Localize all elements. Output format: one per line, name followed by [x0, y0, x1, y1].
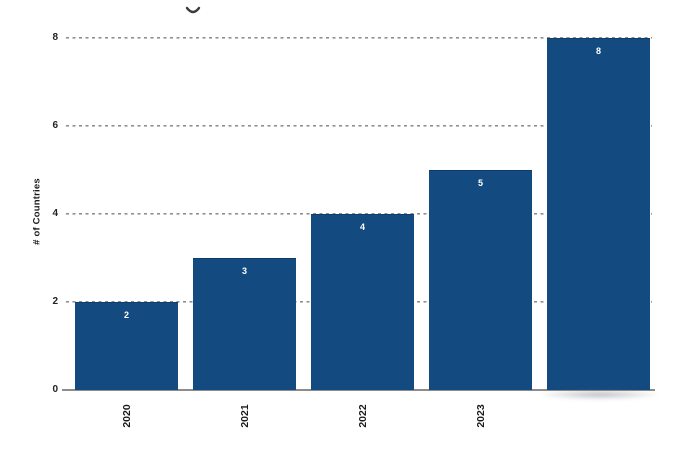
y-axis-tick-label: 8 — [52, 32, 58, 43]
bar-value-label: 8 — [595, 46, 601, 56]
y-axis-tick-label: 6 — [52, 120, 58, 131]
bar-2022: 4 — [311, 214, 414, 390]
x-axis-tick-label: 2021 — [238, 404, 251, 428]
x-axis-tick-label: 2022 — [356, 404, 369, 428]
y-axis-tick-label: 4 — [52, 208, 58, 219]
bar-index-4: 8 — [547, 38, 650, 390]
bar-value-label: 2 — [123, 310, 129, 320]
bar-2020: 2 — [75, 302, 178, 390]
bar-2023: 5 — [429, 170, 532, 390]
x-axis-tick-label: 2020 — [120, 404, 133, 428]
bar-value-label: 4 — [359, 222, 365, 232]
gridline — [66, 37, 652, 39]
watermark-smudge — [540, 389, 658, 400]
x-axis-baseline — [62, 389, 655, 391]
y-axis-tick-label: 0 — [52, 384, 58, 395]
y-axis-tick-label: 2 — [52, 296, 58, 307]
bar-value-label: 5 — [477, 178, 483, 188]
bar-2021: 3 — [193, 258, 296, 390]
x-axis-tick-label: 2023 — [474, 404, 487, 428]
cropped-title-fragment — [185, 6, 201, 14]
gridline — [66, 125, 652, 127]
bar-value-label: 3 — [241, 266, 247, 276]
